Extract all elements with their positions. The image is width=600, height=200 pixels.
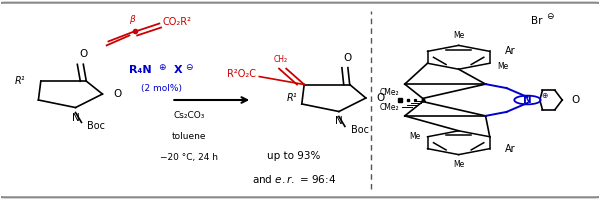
Text: Boc: Boc — [88, 121, 106, 131]
Text: Me: Me — [497, 62, 508, 71]
Text: CMe₂: CMe₂ — [379, 103, 399, 112]
Text: Ar: Ar — [505, 46, 515, 56]
Text: Me: Me — [409, 132, 421, 141]
Text: N: N — [523, 95, 532, 105]
Text: R¹: R¹ — [15, 76, 26, 86]
Text: CH₂: CH₂ — [273, 55, 287, 64]
Text: Ar: Ar — [505, 144, 515, 154]
Text: toluene: toluene — [172, 132, 206, 141]
FancyBboxPatch shape — [0, 3, 600, 197]
Text: R²O₂C: R²O₂C — [227, 69, 256, 79]
Text: CO₂R²: CO₂R² — [163, 17, 191, 27]
Text: −20 °C, 24 h: −20 °C, 24 h — [160, 153, 218, 162]
Text: R¹: R¹ — [287, 93, 298, 103]
Text: ⊕: ⊕ — [158, 63, 166, 72]
Text: N: N — [71, 113, 79, 123]
Text: ⊖: ⊖ — [185, 63, 193, 72]
Text: (2 mol%): (2 mol%) — [142, 84, 182, 93]
Text: Me: Me — [453, 31, 464, 40]
Text: X: X — [173, 65, 182, 75]
Text: up to 93%: up to 93% — [268, 151, 321, 161]
Text: N: N — [335, 116, 343, 126]
Text: ⊖: ⊖ — [547, 12, 554, 21]
Text: O: O — [571, 95, 580, 105]
Text: ⊕: ⊕ — [541, 91, 547, 100]
Text: β: β — [130, 15, 135, 24]
Text: O: O — [79, 49, 88, 59]
Text: R₄N: R₄N — [130, 65, 152, 75]
Text: Br: Br — [531, 16, 542, 26]
Text: Me: Me — [453, 160, 464, 169]
Text: O: O — [113, 89, 121, 99]
Text: O: O — [377, 93, 385, 103]
Text: Boc: Boc — [351, 125, 369, 135]
Text: CMe₂: CMe₂ — [379, 88, 399, 97]
Text: O: O — [344, 53, 352, 63]
Text: and $e.r.$ = 96:4: and $e.r.$ = 96:4 — [252, 173, 336, 185]
Text: Cs₂CO₃: Cs₂CO₃ — [173, 111, 205, 120]
